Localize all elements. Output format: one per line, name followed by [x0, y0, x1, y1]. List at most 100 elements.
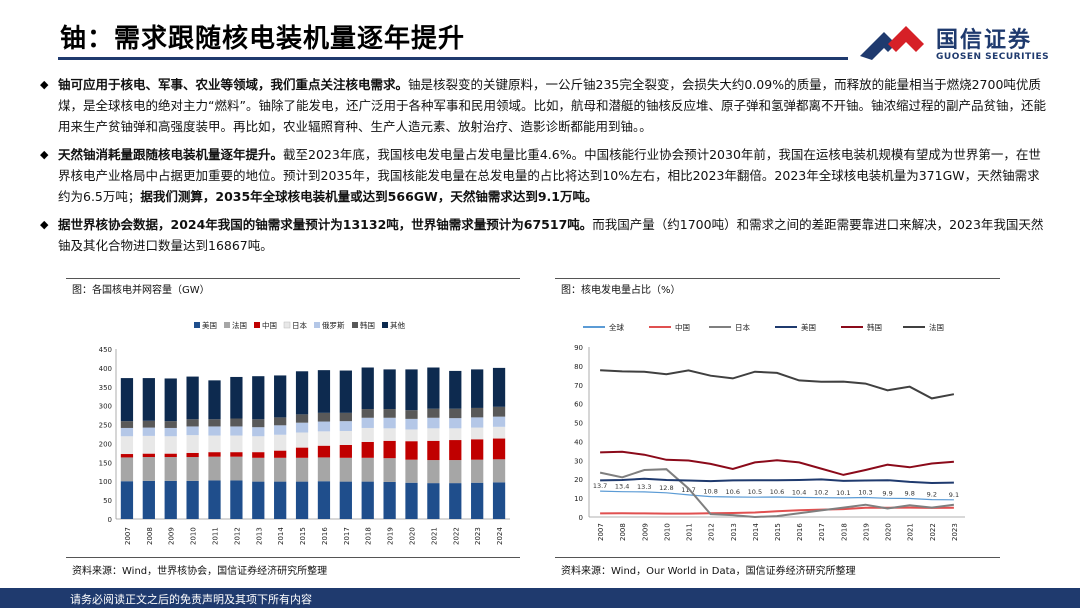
bar-segment-2024-3	[492, 426, 506, 439]
bullet-item-uses: ◆ 铀可应用于核电、军事、农业等领域，我们重点关注核电需求。铀是核裂变的关键原料…	[40, 74, 1052, 137]
bar-segment-2009-4	[164, 427, 177, 437]
bar-segment-2010-0	[186, 480, 199, 519]
bar-segment-2008-2	[142, 453, 155, 458]
chart-source-share: 资料来源：Wind，Our World in Data，国信证券经济研究所整理	[561, 566, 856, 577]
bar-segment-2021-4	[427, 417, 440, 429]
legend-label-0: 美国	[202, 320, 217, 330]
bar-segment-2009-1	[164, 457, 177, 481]
bar-segment-2010-5	[186, 419, 199, 427]
x-tick-label-11: 2018	[840, 523, 848, 541]
bar-segment-2017-4	[339, 421, 352, 431]
data-label-2: 13.3	[637, 483, 651, 491]
footer-bar: 请务必阅读正文之后的免责声明及其项下所有内容	[0, 588, 1080, 608]
bar-segment-2009-0	[164, 480, 177, 519]
logo-en-text: GUOSEN SECURITIES	[936, 52, 1050, 62]
x-tick-label-17: 2024	[496, 527, 504, 545]
bar-segment-2013-1	[252, 457, 265, 482]
bar-segment-2020-0	[405, 482, 418, 519]
bar-segment-2017-2	[339, 444, 352, 458]
bar-segment-2019-3	[383, 428, 396, 441]
x-tick-label-8: 2015	[774, 523, 782, 541]
bar-segment-2021-1	[427, 460, 440, 484]
bar-segment-2011-4	[208, 426, 221, 436]
x-tick-label-7: 2014	[752, 523, 760, 541]
bar-segment-2012-6	[230, 376, 243, 419]
data-label-1: 13.4	[615, 483, 629, 491]
x-tick-label-4: 2011	[212, 527, 220, 545]
data-label-10: 10.2	[814, 489, 828, 497]
bar-segment-2009-6	[164, 378, 177, 422]
bar-segment-2007-5	[120, 421, 134, 428]
x-tick-label-10: 2017	[818, 523, 826, 541]
bullet-item-demand: ◆ 据世界核协会数据，2024年我国的铀需求量预计为13132吨，世界铀需求量预…	[40, 214, 1052, 256]
legend-label-3: 美国	[801, 322, 816, 332]
data-label-6: 10.6	[726, 488, 740, 496]
logo-cn-text: 国信证券	[936, 28, 1033, 53]
x-tick-label-1: 2008	[619, 523, 627, 541]
bar-segment-2017-0	[339, 481, 352, 519]
bullet-text: 截至2023年底，我国核电发电量占发电量比重4.6%。中国核能行业协会预计203…	[58, 147, 1041, 204]
y-tick-label-3: 30	[574, 457, 583, 465]
bar-segment-2016-3	[317, 431, 331, 446]
bar-segment-2013-2	[252, 452, 265, 458]
bar-segment-2011-0	[208, 480, 221, 519]
x-tick-label-15: 2022	[929, 523, 937, 541]
x-tick-label-2: 2009	[641, 523, 649, 541]
page-title: 铀：需求跟随核电装机量逐年提升	[60, 24, 466, 54]
bar-segment-2014-0	[274, 481, 287, 519]
bar-segment-2016-4	[317, 421, 331, 432]
bar-segment-2011-3	[208, 435, 221, 453]
bar-segment-2018-3	[361, 427, 374, 442]
y-tick-label-3: 150	[99, 459, 112, 467]
y-tick-label-7: 70	[574, 382, 583, 390]
y-tick-label-8: 400	[99, 365, 112, 373]
bar-segment-2014-3	[274, 434, 287, 451]
bar-segment-2023-4	[471, 417, 484, 428]
chart-title-capacity: 图：各国核电并网容量（GW）	[72, 285, 210, 296]
bar-segment-2013-0	[252, 481, 265, 519]
chart-source-capacity: 资料来源：Wind，世界核协会，国信证券经济研究所整理	[72, 566, 328, 577]
bar-segment-2014-2	[274, 450, 287, 458]
legend-label-1: 法国	[232, 320, 247, 330]
bar-segment-2023-1	[471, 459, 484, 483]
chart-title-share: 图：核电发电量占比（%）	[561, 285, 681, 296]
y-tick-label-8: 80	[574, 363, 583, 371]
bar-segment-2013-3	[252, 436, 265, 453]
bar-segment-2023-6	[471, 369, 484, 408]
bar-segment-2008-0	[142, 480, 155, 519]
bullet-bold: 铀可应用于核电、军事、农业等领域，我们重点关注核电需求。	[58, 77, 409, 92]
bar-segment-2022-6	[449, 370, 462, 409]
bar-segment-2024-6	[492, 367, 506, 407]
chart-panel-capacity: 图：各国核电并网容量（GW） 美国 法国 中国 日本 俄罗斯 韩国 其他 0 50 100 150 2…	[66, 278, 520, 577]
bar-segment-2008-1	[142, 457, 155, 481]
y-tick-label-1: 10	[574, 495, 583, 503]
bar-segment-2021-3	[427, 428, 440, 441]
y-tick-label-9: 90	[574, 344, 583, 352]
y-tick-label-9: 450	[99, 346, 112, 354]
x-tick-label-4: 2011	[686, 523, 694, 541]
bar-segment-2009-5	[164, 421, 177, 428]
y-tick-label-2: 100	[99, 478, 112, 486]
x-tick-label-11: 2018	[365, 527, 373, 545]
bar-segment-2020-5	[405, 410, 418, 419]
data-label-14: 9.8	[905, 489, 915, 497]
bar-segment-2007-3	[120, 436, 134, 455]
bar-segment-2016-6	[317, 370, 331, 413]
series-line-韩国	[600, 450, 954, 476]
legend-swatch-3	[283, 321, 291, 329]
x-tick-label-3: 2010	[663, 523, 671, 541]
x-tick-label-7: 2014	[277, 527, 285, 545]
data-label-13: 9.9	[882, 489, 892, 497]
company-logo: 国信证券 GUOSEN SECURITIES	[858, 20, 1058, 70]
x-tick-label-16: 2023	[951, 523, 959, 541]
legend-label-2: 中国	[262, 320, 277, 330]
diamond-bullet-icon: ◆	[40, 148, 49, 161]
bar-segment-2011-2	[208, 452, 221, 457]
legend-label-3: 日本	[292, 320, 307, 330]
x-tick-label-1: 2008	[146, 527, 154, 545]
bar-segment-2008-6	[142, 378, 155, 421]
bar-segment-2023-3	[471, 427, 484, 440]
bar-segment-2009-3	[164, 436, 177, 454]
bar-segment-2007-2	[120, 454, 134, 458]
bar-segment-2022-5	[449, 408, 462, 419]
